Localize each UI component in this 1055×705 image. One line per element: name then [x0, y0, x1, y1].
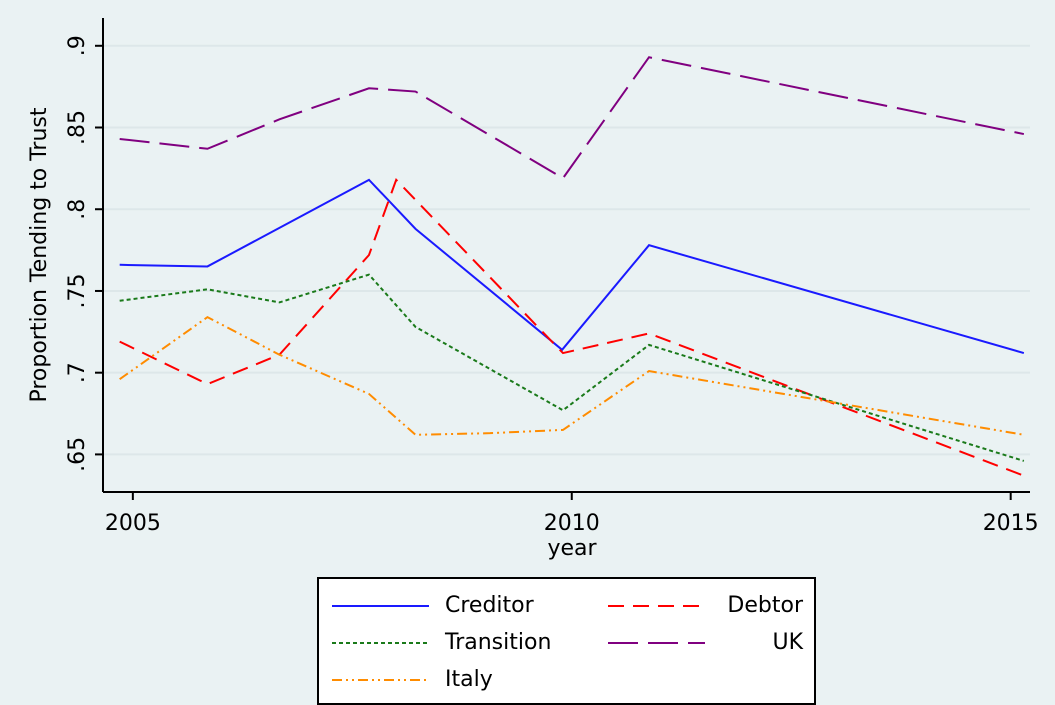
- legend-label: Italy: [445, 667, 493, 692]
- line-series: [119, 56, 1025, 180]
- x-axis-title: year: [547, 536, 597, 561]
- line-series: [119, 273, 1025, 462]
- x-tick-label: 2010: [544, 511, 600, 536]
- legend-label: Debtor: [727, 593, 804, 618]
- line-series: [119, 315, 1025, 436]
- y-tick-label: .65: [65, 437, 90, 472]
- legend-label: UK: [772, 630, 803, 655]
- line-series: [119, 178, 1025, 355]
- y-tick-label: .9: [65, 35, 90, 56]
- y-axis-title: Proportion Tending to Trust: [27, 107, 52, 402]
- legend-label: Creditor: [445, 593, 535, 618]
- y-tick-label: .8: [65, 199, 90, 220]
- y-tick-label: .7: [65, 362, 90, 383]
- x-tick-label: 2005: [105, 511, 161, 536]
- legend-box: [317, 577, 816, 705]
- line-series: [119, 177, 1025, 477]
- x-tick-label: 2015: [983, 511, 1039, 536]
- y-tick-label: .85: [65, 110, 90, 145]
- y-tick-label: .75: [65, 273, 90, 308]
- legend-label: Transition: [444, 630, 551, 655]
